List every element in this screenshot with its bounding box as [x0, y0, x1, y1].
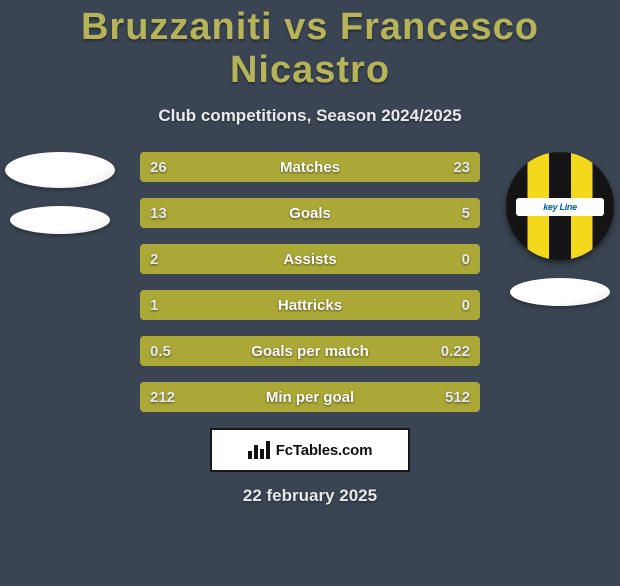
stat-row: 135Goals — [140, 198, 480, 228]
stat-row: 10Hattricks — [140, 290, 480, 320]
player-right-shirt-sponsor: key Line — [516, 198, 604, 216]
stat-bar-left — [140, 152, 320, 182]
stat-bar-left — [140, 336, 375, 366]
player-right-column: key Line — [500, 152, 620, 306]
comparison-layout: key Line 2623Matches 135Goals 20Assists 10H… — [0, 152, 620, 412]
fctables-badge[interactable]: FcTables.com — [210, 428, 410, 472]
fctables-logo-icon — [248, 441, 270, 459]
snapshot-date: 22 february 2025 — [0, 486, 620, 506]
stat-row: 20Assists — [140, 244, 480, 274]
player-right-avatar: key Line — [506, 152, 614, 260]
stat-bar-right — [320, 152, 480, 182]
player-left-club-badge — [10, 206, 110, 234]
page-title: Bruzzaniti vs Francesco Nicastro — [0, 6, 620, 92]
stat-bar-right — [239, 382, 480, 412]
player-left-avatar — [5, 152, 115, 188]
stat-bar-left — [140, 290, 480, 320]
stat-bar-left — [140, 198, 385, 228]
player-left-column — [0, 152, 120, 234]
stat-row: 0.50.22Goals per match — [140, 336, 480, 366]
player-right-club-badge — [510, 278, 610, 306]
stat-bar-right — [375, 336, 480, 366]
stat-row: 212512Min per goal — [140, 382, 480, 412]
stat-bar-left — [140, 244, 480, 274]
stat-bar-right — [385, 198, 480, 228]
stats-block: 2623Matches 135Goals 20Assists 10Hattricks 0… — [140, 152, 480, 412]
stat-bar-left — [140, 382, 239, 412]
page-subtitle: Club competitions, Season 2024/2025 — [0, 106, 620, 126]
fctables-badge-text: FcTables.com — [276, 442, 373, 459]
stat-row: 2623Matches — [140, 152, 480, 182]
